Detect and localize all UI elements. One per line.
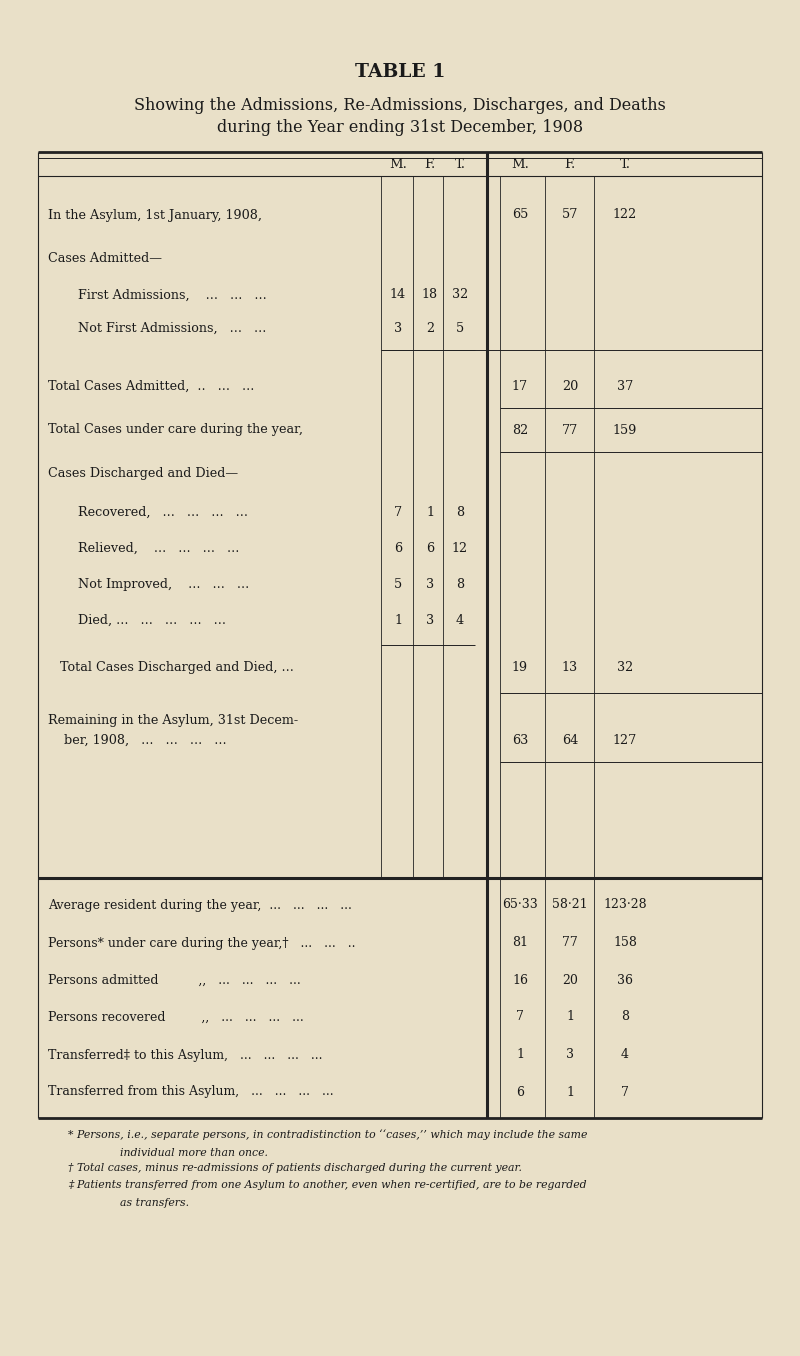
- Text: Persons* under care during the year,†   ...   ...   ..: Persons* under care during the year,† ..…: [48, 937, 355, 949]
- Text: 7: 7: [394, 506, 402, 518]
- Text: 13: 13: [562, 662, 578, 674]
- Text: 12: 12: [452, 541, 468, 555]
- Text: 3: 3: [394, 321, 402, 335]
- Text: 6: 6: [394, 541, 402, 555]
- Text: 4: 4: [456, 613, 464, 626]
- Text: 1: 1: [566, 1010, 574, 1024]
- Text: 7: 7: [516, 1010, 524, 1024]
- Text: 65·33: 65·33: [502, 899, 538, 911]
- Text: Died, ...   ...   ...   ...   ...: Died, ... ... ... ... ...: [78, 613, 226, 626]
- Text: 8: 8: [456, 578, 464, 590]
- Text: Transferred‡ to this Asylum,   ...   ...   ...   ...: Transferred‡ to this Asylum, ... ... ...…: [48, 1048, 322, 1062]
- Text: F.: F.: [424, 159, 436, 171]
- Text: 64: 64: [562, 734, 578, 747]
- Text: 63: 63: [512, 734, 528, 747]
- Text: M.: M.: [511, 159, 529, 171]
- Text: F.: F.: [564, 159, 576, 171]
- Text: 16: 16: [512, 974, 528, 987]
- Text: 58·21: 58·21: [552, 899, 588, 911]
- Text: 20: 20: [562, 974, 578, 987]
- Text: 37: 37: [617, 380, 633, 392]
- Text: ‡ Patients transferred from one Asylum to another, even when re-certified, are t: ‡ Patients transferred from one Asylum t…: [68, 1180, 586, 1191]
- Text: 19: 19: [512, 662, 528, 674]
- Text: 77: 77: [562, 423, 578, 437]
- Text: * Persons, i.e., separate persons, in contradistinction to ‘‘cases,’’ which may : * Persons, i.e., separate persons, in co…: [68, 1130, 587, 1140]
- Text: 3: 3: [426, 578, 434, 590]
- Text: Total Cases under care during the year,: Total Cases under care during the year,: [48, 423, 303, 437]
- Text: Total Cases Discharged and Died, ...: Total Cases Discharged and Died, ...: [60, 662, 294, 674]
- Text: 1: 1: [566, 1086, 574, 1098]
- Text: 4: 4: [621, 1048, 629, 1062]
- Text: TABLE 1: TABLE 1: [355, 62, 445, 81]
- Text: In the Asylum, 1st January, 1908,: In the Asylum, 1st January, 1908,: [48, 209, 262, 221]
- Text: Cases Admitted—: Cases Admitted—: [48, 251, 162, 264]
- Text: Remaining in the Asylum, 31st Decem-: Remaining in the Asylum, 31st Decem-: [48, 713, 298, 727]
- Text: Not First Admissions,   ...   ...: Not First Admissions, ... ...: [78, 321, 266, 335]
- Text: Showing the Admissions, Re-Admissions, Discharges, and Deaths: Showing the Admissions, Re-Admissions, D…: [134, 96, 666, 114]
- Text: 1: 1: [516, 1048, 524, 1062]
- Text: T.: T.: [619, 159, 630, 171]
- Text: Average resident during the year,  ...   ...   ...   ...: Average resident during the year, ... ..…: [48, 899, 352, 911]
- Text: 127: 127: [613, 734, 637, 747]
- Text: Recovered,   ...   ...   ...   ...: Recovered, ... ... ... ...: [78, 506, 248, 518]
- Text: 5: 5: [456, 321, 464, 335]
- Text: 158: 158: [613, 937, 637, 949]
- Text: Persons recovered         ,,   ...   ...   ...   ...: Persons recovered ,, ... ... ... ...: [48, 1010, 304, 1024]
- Text: ber, 1908,   ...   ...   ...   ...: ber, 1908, ... ... ... ...: [64, 734, 226, 747]
- Text: M.: M.: [389, 159, 407, 171]
- Text: 3: 3: [566, 1048, 574, 1062]
- Text: 1: 1: [426, 506, 434, 518]
- Text: First Admissions,    ...   ...   ...: First Admissions, ... ... ...: [78, 289, 266, 301]
- Text: 8: 8: [621, 1010, 629, 1024]
- Text: 82: 82: [512, 423, 528, 437]
- Text: Relieved,    ...   ...   ...   ...: Relieved, ... ... ... ...: [78, 541, 239, 555]
- Text: 77: 77: [562, 937, 578, 949]
- Text: 5: 5: [394, 578, 402, 590]
- Text: 32: 32: [617, 662, 633, 674]
- Text: 1: 1: [394, 613, 402, 626]
- Text: during the Year ending 31st December, 1908: during the Year ending 31st December, 19…: [217, 118, 583, 136]
- Text: Transferred from this Asylum,   ...   ...   ...   ...: Transferred from this Asylum, ... ... ..…: [48, 1086, 334, 1098]
- Text: 6: 6: [516, 1086, 524, 1098]
- Text: 7: 7: [621, 1086, 629, 1098]
- Text: Cases Discharged and Died—: Cases Discharged and Died—: [48, 468, 238, 480]
- Text: 17: 17: [512, 380, 528, 392]
- Text: 32: 32: [452, 289, 468, 301]
- Text: 20: 20: [562, 380, 578, 392]
- Text: 65: 65: [512, 209, 528, 221]
- Text: Total Cases Admitted,  ..   ...   ...: Total Cases Admitted, .. ... ...: [48, 380, 254, 392]
- Text: individual more than once.: individual more than once.: [120, 1149, 268, 1158]
- Text: 57: 57: [562, 209, 578, 221]
- Text: as transfers.: as transfers.: [120, 1197, 189, 1208]
- Text: 122: 122: [613, 209, 637, 221]
- Text: 2: 2: [426, 321, 434, 335]
- Text: Not Improved,    ...   ...   ...: Not Improved, ... ... ...: [78, 578, 250, 590]
- Text: 3: 3: [426, 613, 434, 626]
- Text: T.: T.: [454, 159, 466, 171]
- Text: 36: 36: [617, 974, 633, 987]
- Text: 6: 6: [426, 541, 434, 555]
- Text: 14: 14: [390, 289, 406, 301]
- Text: 159: 159: [613, 423, 637, 437]
- Text: 81: 81: [512, 937, 528, 949]
- Text: 123·28: 123·28: [603, 899, 647, 911]
- Text: 8: 8: [456, 506, 464, 518]
- Text: 18: 18: [422, 289, 438, 301]
- Text: Persons admitted          ,,   ...   ...   ...   ...: Persons admitted ,, ... ... ... ...: [48, 974, 301, 987]
- Text: † Total cases, minus re-admissions of patients discharged during the current yea: † Total cases, minus re-admissions of pa…: [68, 1163, 522, 1173]
